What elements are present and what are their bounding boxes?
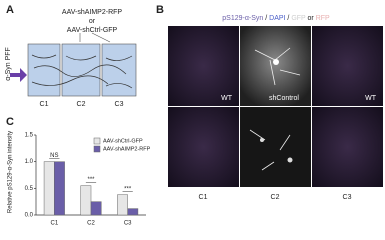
stain: RFP [316, 15, 330, 22]
bar [54, 161, 65, 216]
bar [117, 194, 128, 216]
stain: GFP [291, 15, 306, 22]
x-tick-label: C3 [124, 221, 132, 227]
column-label: C1 [199, 194, 208, 201]
chamber-label: C1 [40, 101, 49, 108]
y-tick-label: 0.5 [25, 186, 34, 192]
bar [90, 201, 102, 216]
column-label: C2 [271, 194, 280, 201]
sep: / [285, 15, 291, 22]
stain: DAPI [269, 15, 285, 22]
image-label: WT [221, 95, 233, 102]
panel-label: B [156, 4, 164, 16]
significance: NS [50, 153, 58, 159]
image-label: shControl [269, 95, 299, 102]
image-header: pS129-α-Syn / DAPI / GFP or RFP [222, 15, 330, 22]
vector-label: AAV-shAIMP2-RFP [62, 9, 122, 16]
x-tick-label: C2 [87, 221, 95, 227]
legend-label: AAV-shCtrl-GFP [103, 138, 143, 144]
panel-label: A [6, 4, 14, 16]
sep: or [306, 15, 316, 22]
bar [43, 161, 55, 216]
vector-label: AAV-shCtrl-GFP [67, 27, 118, 34]
bar [80, 185, 92, 216]
legend-swatch [93, 145, 101, 153]
y-tick-label: 1.0 [25, 159, 34, 165]
image-label: WT [365, 95, 377, 102]
chamber-label: C3 [115, 101, 124, 108]
chamber-label: C2 [77, 101, 86, 108]
x-tick-label: C1 [50, 221, 58, 227]
panel-label: C [6, 116, 14, 128]
connector-label: or [89, 18, 96, 25]
chamber-diagram [10, 32, 137, 97]
y-axis-label: Relative pS129-α-Syn intensity [8, 131, 14, 213]
stain: pS129-α-Syn [222, 15, 263, 22]
bar [127, 208, 139, 216]
significance: *** [124, 186, 132, 192]
micrographs [168, 26, 383, 187]
y-tick-label: 0.0 [25, 213, 34, 219]
legend-swatch [93, 137, 101, 145]
legend-label: AAV-shAIMP2-RFP [103, 146, 151, 152]
significance: *** [87, 177, 95, 183]
y-tick-label: 1.5 [25, 133, 34, 139]
column-label: C3 [343, 194, 352, 201]
sep: / [263, 15, 269, 22]
input-label: α-Syn PFF [5, 47, 12, 81]
